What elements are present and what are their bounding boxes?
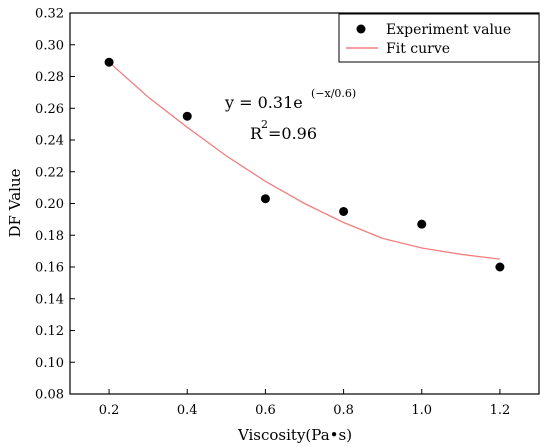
y-tick-label: 0.16 [35, 261, 64, 276]
y-tick-label: 0.18 [35, 229, 64, 244]
y-tick-label: 0.10 [35, 356, 64, 371]
x-axis: 0.2 0.4 0.6 0.8 1.0 1.2 [99, 389, 511, 418]
fit-equation: y = 0.31e (−x/0.6) [224, 87, 356, 112]
data-point [104, 57, 114, 67]
legend-label-fit: Fit curve [386, 41, 450, 57]
x-tick-label: 1.2 [490, 403, 511, 418]
y-tick-label: 0.28 [35, 70, 64, 85]
y-tick-label: 0.12 [35, 324, 64, 339]
x-tick-label: 1.0 [411, 403, 432, 418]
x-tick-label: 0.2 [99, 403, 120, 418]
x-axis-title: Viscosity(Pa•s) [237, 426, 352, 444]
r-squared: R 2 =0.96 [250, 118, 317, 143]
data-point [417, 219, 427, 229]
y-tick-label: 0.22 [35, 165, 64, 180]
series-layer [104, 57, 505, 272]
x-tick-label: 0.8 [333, 403, 354, 418]
legend-label-experiment: Experiment value [386, 22, 511, 38]
data-point [495, 262, 505, 272]
equation-exponent: (−x/0.6) [311, 87, 356, 100]
y-tick-label: 0.30 [35, 38, 64, 53]
y-tick-label: 0.20 [35, 197, 64, 212]
y-axis: 0.08 0.10 0.12 0.14 0.16 0.18 0.20 0.22 0.24 0.26… [35, 7, 75, 403]
r2-base: R [250, 124, 263, 143]
y-tick-label: 0.26 [35, 102, 64, 117]
y-tick-label: 0.14 [35, 292, 64, 307]
x-tick-label: 0.4 [177, 403, 198, 418]
y-axis-title: DF Value [6, 168, 24, 237]
y-tick-label: 0.32 [35, 7, 64, 22]
data-point [339, 206, 349, 216]
equation-text: y = 0.31e [224, 93, 303, 112]
x-tick-label: 0.6 [255, 403, 276, 418]
data-point [182, 111, 192, 121]
data-point [260, 194, 270, 204]
fit-curve-line [108, 61, 500, 260]
y-tick-label: 0.08 [35, 388, 64, 403]
legend-marker-experiment [356, 24, 366, 34]
r2-value: =0.96 [268, 124, 317, 143]
legend-box [338, 13, 540, 63]
y-tick-label: 0.24 [35, 134, 64, 149]
r2-sup: 2 [261, 118, 268, 131]
legend: Experiment value Fit curve [338, 13, 540, 63]
